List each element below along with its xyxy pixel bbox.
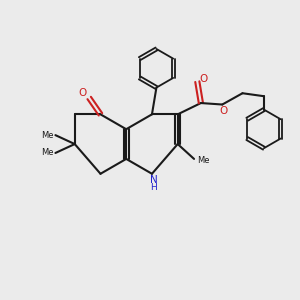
Text: O: O [79,88,87,98]
Text: H: H [150,183,157,192]
Text: Me: Me [41,148,54,158]
Text: N: N [150,175,157,185]
Text: O: O [199,74,207,84]
Text: Me: Me [41,130,54,140]
Text: Me: Me [198,156,210,165]
Text: O: O [219,106,227,116]
